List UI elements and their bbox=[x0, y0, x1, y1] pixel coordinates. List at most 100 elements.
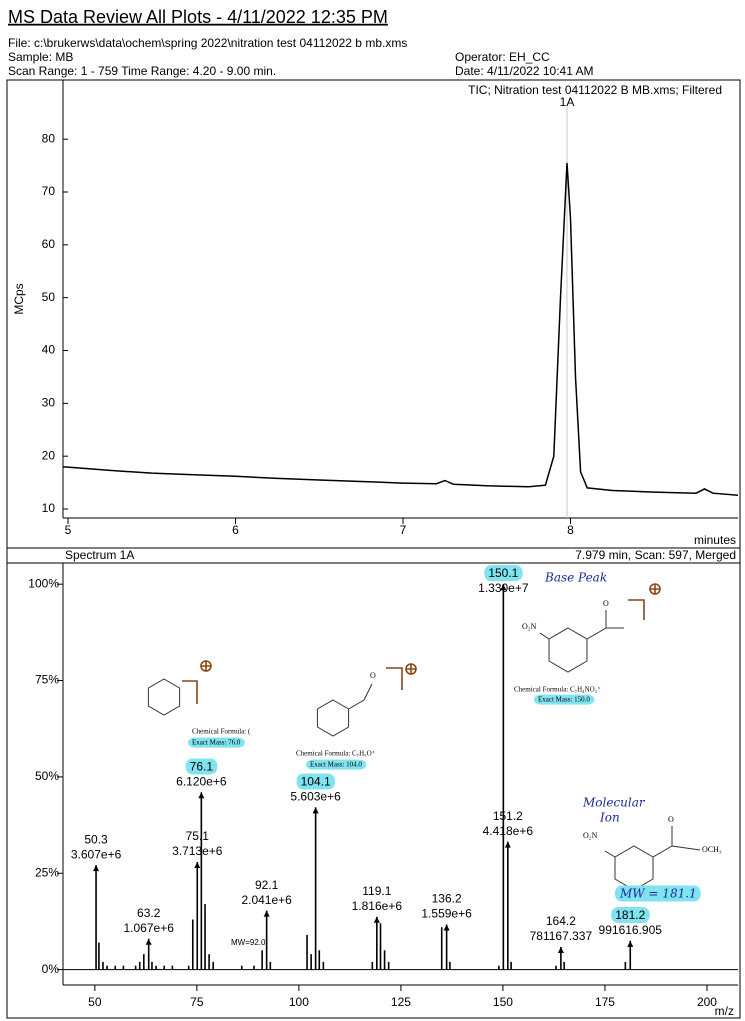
y-tick-label: 80 bbox=[42, 131, 56, 145]
bond bbox=[539, 610, 624, 640]
peak bbox=[310, 954, 312, 970]
peak bbox=[387, 961, 390, 970]
y-tick-label: 60 bbox=[42, 237, 56, 251]
annotation: OCH₃ bbox=[702, 845, 722, 854]
frame bbox=[6, 79, 741, 1019]
x-tick-label: 125 bbox=[391, 995, 411, 1009]
peak bbox=[563, 961, 565, 970]
peak bbox=[261, 950, 263, 970]
x-tick-label: 200 bbox=[697, 995, 717, 1009]
annotation: Base Peak bbox=[544, 571, 607, 585]
peak bbox=[498, 965, 500, 970]
highlight bbox=[188, 737, 245, 748]
peak-mz-label: 151.2 bbox=[493, 809, 523, 823]
x-tick-label: 100 bbox=[289, 995, 309, 1009]
peak bbox=[138, 961, 141, 970]
date-info: Date: 4/11/2022 10:41 AM bbox=[455, 64, 594, 78]
spectrum-subtitle: 7.979 min, Scan: 597, Merged bbox=[575, 548, 736, 562]
peak-mz-label: 164.2 bbox=[546, 914, 576, 928]
x-tick-label: 6 bbox=[232, 523, 239, 537]
annotation: O bbox=[370, 671, 376, 680]
spectrum-title: Spectrum 1A bbox=[65, 548, 134, 562]
peak-arrow bbox=[263, 910, 270, 917]
bracket bbox=[182, 680, 198, 704]
peak-mz-label: 150.1 bbox=[488, 566, 518, 580]
peak bbox=[314, 807, 317, 970]
highlight bbox=[484, 565, 523, 582]
peak-arrow bbox=[504, 841, 511, 848]
peak bbox=[265, 910, 268, 970]
y-axis-label: MCps bbox=[12, 283, 26, 314]
peak bbox=[114, 965, 117, 970]
x-tick-label: 5 bbox=[65, 523, 72, 537]
bond bbox=[604, 826, 701, 858]
peak bbox=[318, 950, 321, 970]
peak-arrow bbox=[627, 940, 634, 947]
annotation: Exact Mass: 104.0 bbox=[310, 761, 362, 769]
structures bbox=[147, 610, 701, 891]
annotation: Exact Mass: 76.0 bbox=[192, 739, 241, 747]
peak-intensity-label: 3.607e+6 bbox=[71, 847, 122, 861]
y-tick-label: 70 bbox=[42, 184, 56, 198]
x-tick-label: 75 bbox=[190, 995, 204, 1009]
peak-arrow bbox=[312, 807, 319, 814]
y-tick-label: 25% bbox=[35, 865, 59, 879]
annotation: Ion bbox=[599, 811, 620, 825]
peak bbox=[191, 919, 194, 970]
peak bbox=[163, 965, 166, 970]
bracket bbox=[628, 599, 645, 620]
y-tick-label: 75% bbox=[35, 673, 59, 687]
peak bbox=[171, 965, 174, 970]
peak bbox=[212, 961, 214, 970]
peak bbox=[253, 965, 255, 970]
scan-info: Scan Range: 1 - 759 Time Range: 4.20 - 9… bbox=[8, 64, 276, 78]
sample-info: Sample: MB bbox=[8, 50, 73, 64]
y-tick-label: 100% bbox=[28, 576, 59, 590]
peak bbox=[208, 954, 210, 970]
peak bbox=[122, 965, 125, 970]
peak-mz-label: 63.2 bbox=[137, 906, 161, 920]
peak bbox=[502, 584, 505, 970]
peak-arrow bbox=[500, 584, 507, 591]
annotation: Exact Mass: 150.0 bbox=[538, 696, 590, 704]
x-tick-label: 175 bbox=[595, 995, 615, 1009]
x-tick-label: 8 bbox=[567, 523, 574, 537]
peak bbox=[200, 792, 203, 970]
peak bbox=[440, 927, 443, 970]
y-tick-label: 40 bbox=[42, 343, 56, 357]
peak bbox=[445, 924, 448, 970]
annotation: TIC; Nitration test 04112022 B MB.xms; F… bbox=[468, 83, 722, 97]
annotation: MW = 181.1 bbox=[619, 887, 697, 901]
peak-intensity-label: 1.067e+6 bbox=[124, 921, 175, 935]
peak bbox=[204, 904, 206, 970]
peak bbox=[555, 965, 557, 970]
tic-line bbox=[62, 162, 739, 497]
x-tick-label: 7 bbox=[400, 523, 407, 537]
y-tick-label: 50 bbox=[42, 290, 56, 304]
x-axis-label: minutes bbox=[694, 533, 736, 547]
highlight bbox=[611, 907, 650, 924]
benzene-ring bbox=[316, 699, 350, 737]
peak-intensity-label: 781167.337 bbox=[530, 929, 593, 943]
peak-marker-label: 1A bbox=[560, 95, 575, 109]
x-axis-label: m/z bbox=[715, 1004, 734, 1018]
peak-arrow bbox=[198, 792, 205, 799]
peak bbox=[143, 954, 145, 970]
peak-intensity-label: 4.418e+6 bbox=[483, 824, 534, 838]
peak-mz-label: 50.3 bbox=[84, 832, 108, 846]
peak-intensity-label: 1.816e+6 bbox=[352, 899, 403, 913]
y-tick-label: 20 bbox=[42, 448, 56, 462]
file-info: File: c:\brukerws\data\ochem\spring 2022… bbox=[8, 36, 407, 50]
benzene-ring bbox=[614, 845, 654, 891]
page-title: MS Data Review All Plots - 4/11/2022 12:… bbox=[8, 7, 388, 27]
bracket bbox=[386, 667, 403, 690]
peak bbox=[151, 961, 153, 970]
peak-intensity-label: 1.559e+6 bbox=[421, 907, 472, 921]
peak bbox=[196, 862, 199, 970]
y-tick-label: 10 bbox=[42, 501, 56, 515]
annotation: O₂N bbox=[522, 622, 537, 631]
peak bbox=[106, 965, 108, 970]
peak-arrow bbox=[194, 862, 201, 869]
